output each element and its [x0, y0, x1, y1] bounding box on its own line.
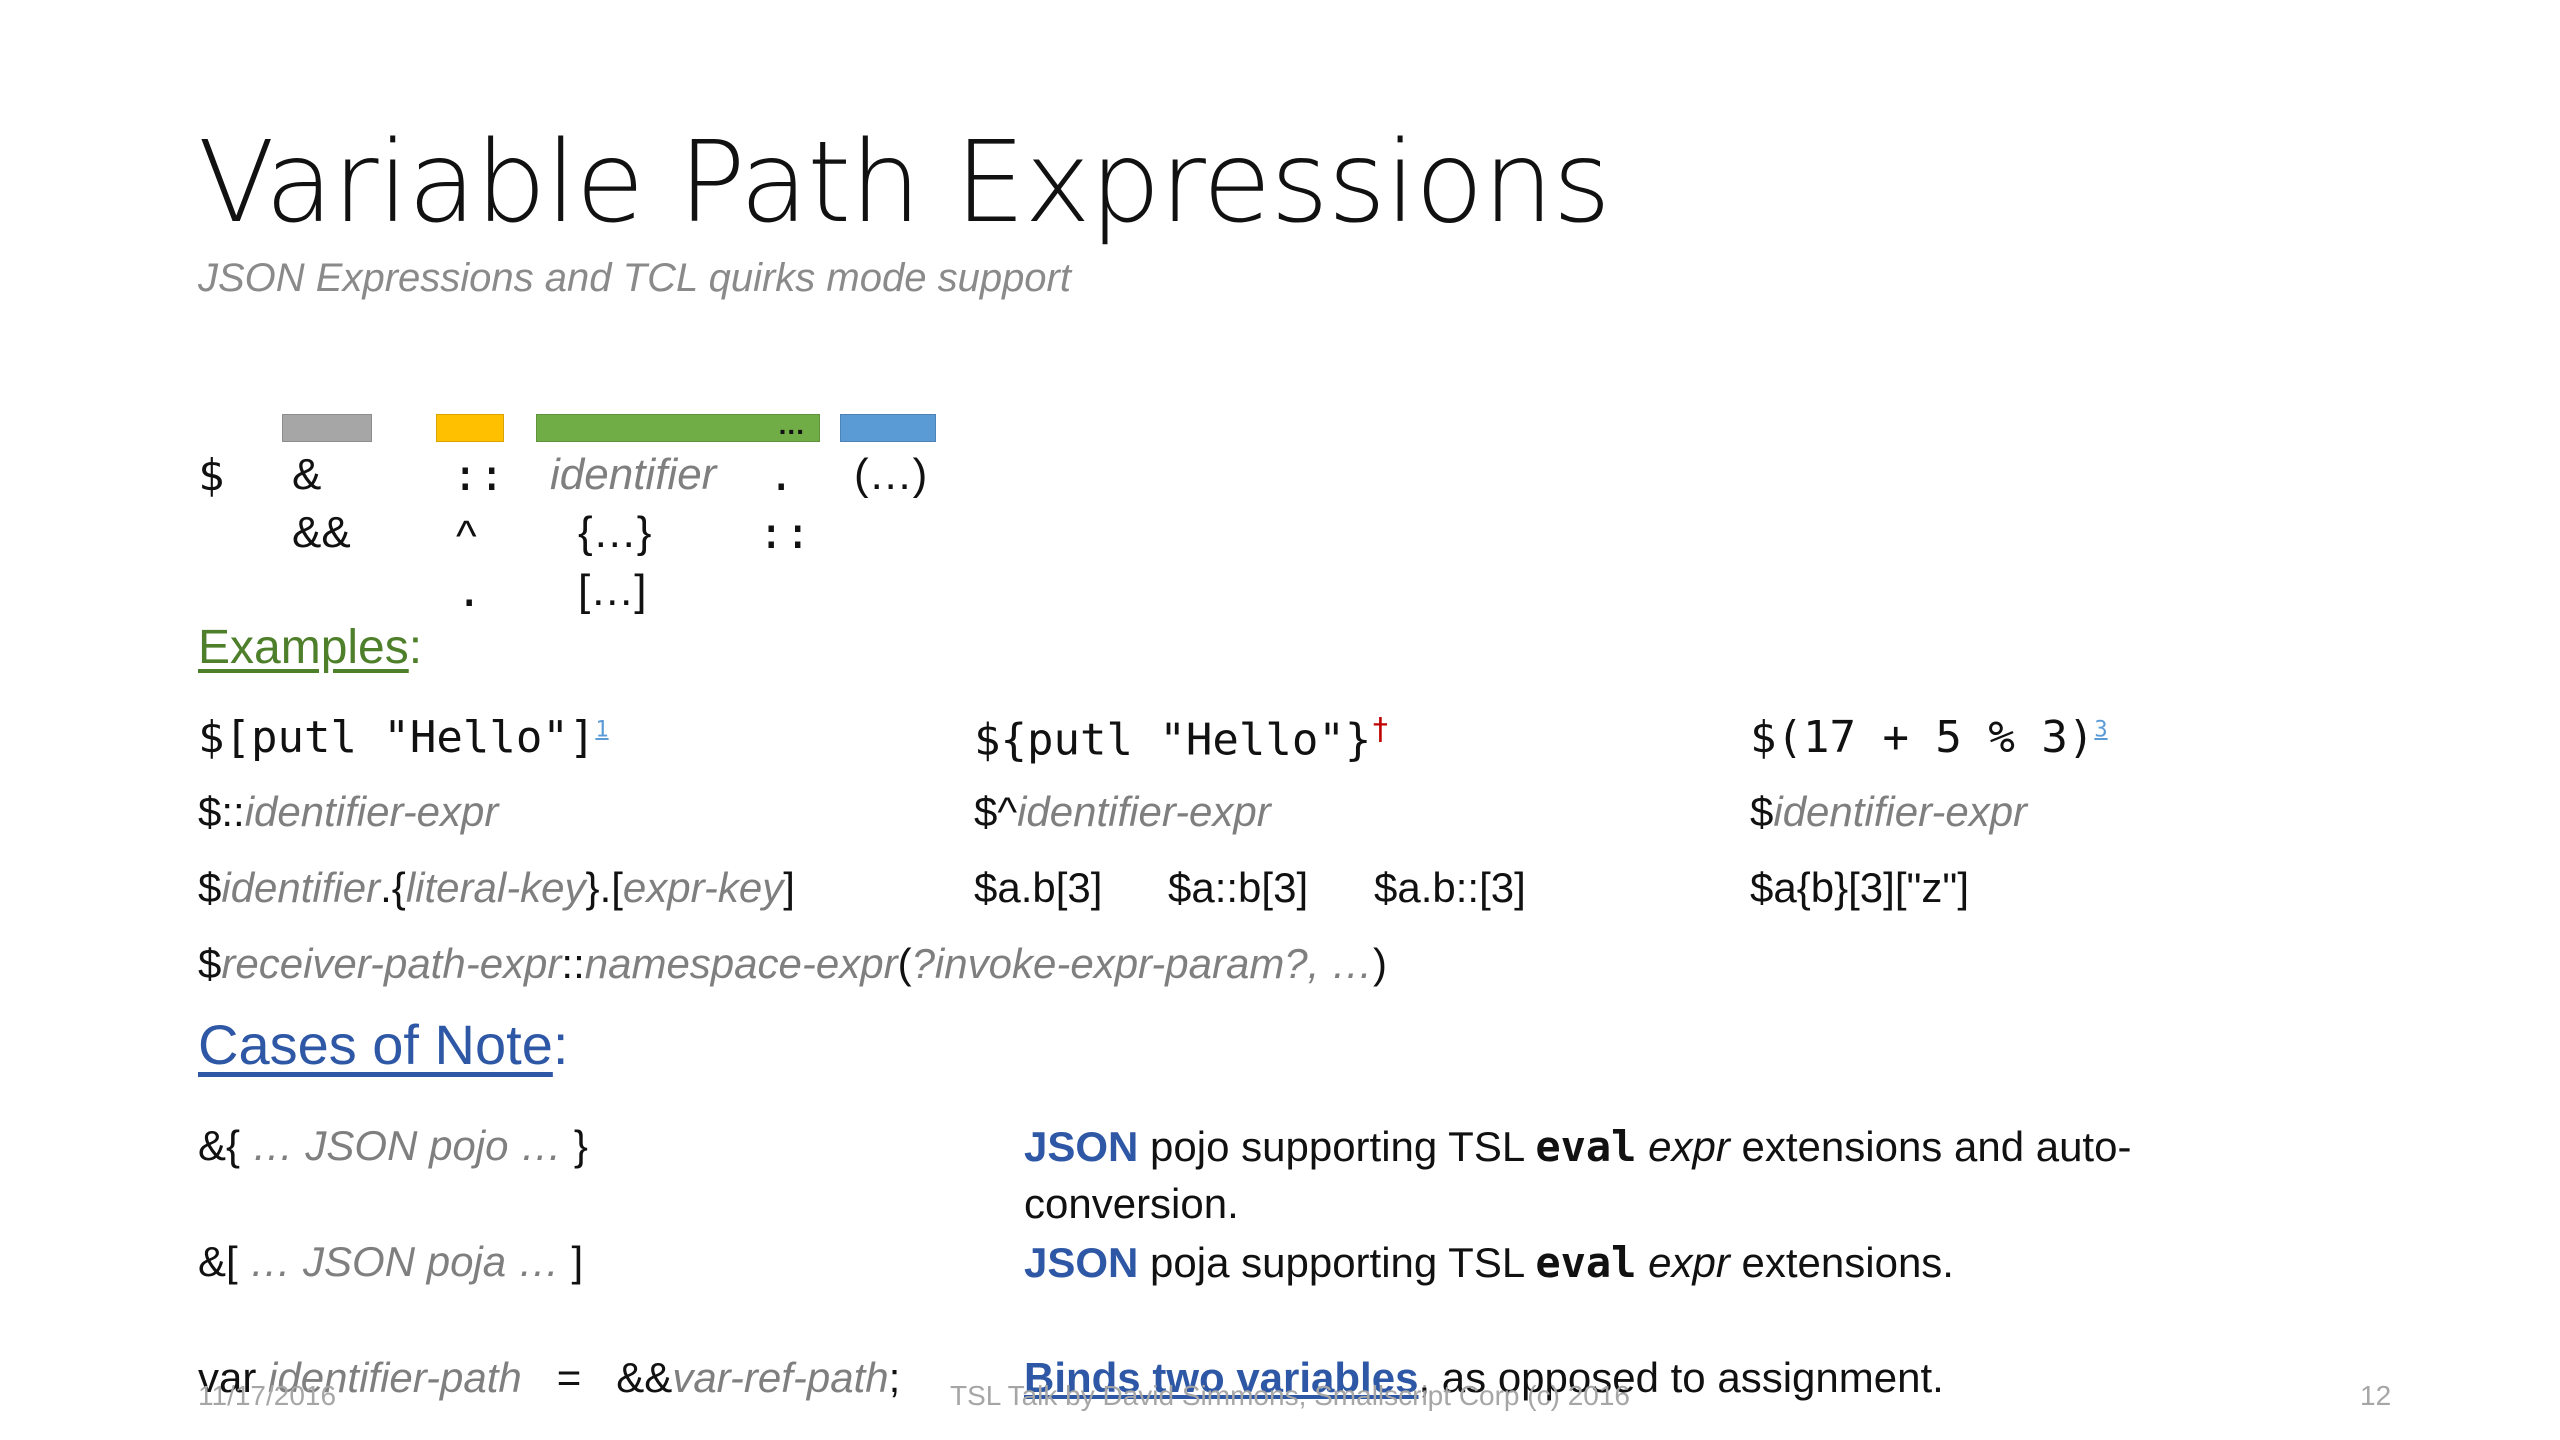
syntax-dot-prefix: . [456, 566, 483, 617]
example-global-identifier: $::identifier-expr [198, 788, 499, 835]
footnote-link-1[interactable]: 1 [595, 717, 609, 743]
case-pojo-description-line2: conversion. [1024, 1180, 1239, 1227]
legend-bar-green: ... [536, 409, 820, 442]
case-var-binding-description: Binds two variables, as opposed to assig… [1024, 1354, 1944, 1401]
example-key-path: $identifier.{literal-key}.[expr-key] [198, 864, 795, 911]
syntax-identifier: identifier [550, 450, 717, 499]
case-var-binding-syntax: var identifier-path = &&var-ref-path; [198, 1354, 901, 1401]
syntax-double-amp: && [292, 508, 351, 557]
legend-bar-yellow [436, 414, 504, 442]
example-paren-expr: $(17 + 5 % 3)3 [1750, 712, 2108, 763]
syntax-caret: ^ [456, 512, 477, 561]
case-poja-description: JSON poja supporting TSL eval expr exten… [1024, 1238, 1954, 1287]
case-pojo-description: JSON pojo supporting TSL eval expr exten… [1024, 1122, 2132, 1171]
cases-heading: Cases of Note: [198, 1013, 569, 1076]
footer-page-number: 12 [2360, 1380, 2392, 1411]
examples-heading: Examples: [198, 621, 423, 674]
syntax-dollar: $ [198, 450, 225, 501]
syntax-colons-suffix: :: [758, 508, 811, 559]
case-pojo-syntax: &{ … JSON pojo … } [198, 1122, 588, 1169]
example-mixed-path: $a{b}[3]["z"] [1750, 864, 1969, 911]
example-scope-index: $a::b[3] [1168, 864, 1309, 911]
binds-two-variables-link[interactable]: Binds two variables [1024, 1354, 1419, 1401]
example-dot-index: $a.b[3] [974, 864, 1103, 911]
legend-bar-gray [282, 414, 372, 442]
footer-credit: TSL Talk by David Simmons, Smallscript C… [950, 1380, 1630, 1411]
syntax-brackets: […] [578, 566, 647, 615]
slide-title: Variable Path Expressions [198, 118, 1611, 248]
syntax-invoke-parens: (…) [854, 450, 928, 499]
legend-bar-ellipsis: ... [778, 409, 805, 440]
syntax-amp: & [292, 450, 322, 499]
example-brace-command: ${putl "Hello"}† [974, 712, 1390, 766]
syntax-scope-colons: :: [452, 450, 505, 501]
syntax-dot-suffix: . [768, 450, 795, 501]
example-caret-identifier: $^identifier-expr [974, 788, 1271, 835]
dagger-mark: † [1371, 712, 1390, 747]
example-plain-identifier: $identifier-expr [1750, 788, 2028, 835]
footnote-link-3[interactable]: 3 [2094, 717, 2108, 743]
slide-subtitle: JSON Expressions and TCL quirks mode sup… [198, 256, 1071, 300]
footer-date: 11/17/2016 [198, 1380, 337, 1411]
example-bracket-command: $[putl "Hello"]1 [198, 712, 609, 763]
syntax-braces: {…} [578, 508, 652, 557]
example-invoke-path: $receiver-path-expr::namespace-expr(?inv… [198, 940, 1388, 987]
legend-bar-blue [840, 414, 936, 442]
example-dot-scope-index: $a.b::[3] [1374, 864, 1526, 911]
case-poja-syntax: &[ … JSON poja … ] [198, 1238, 584, 1285]
